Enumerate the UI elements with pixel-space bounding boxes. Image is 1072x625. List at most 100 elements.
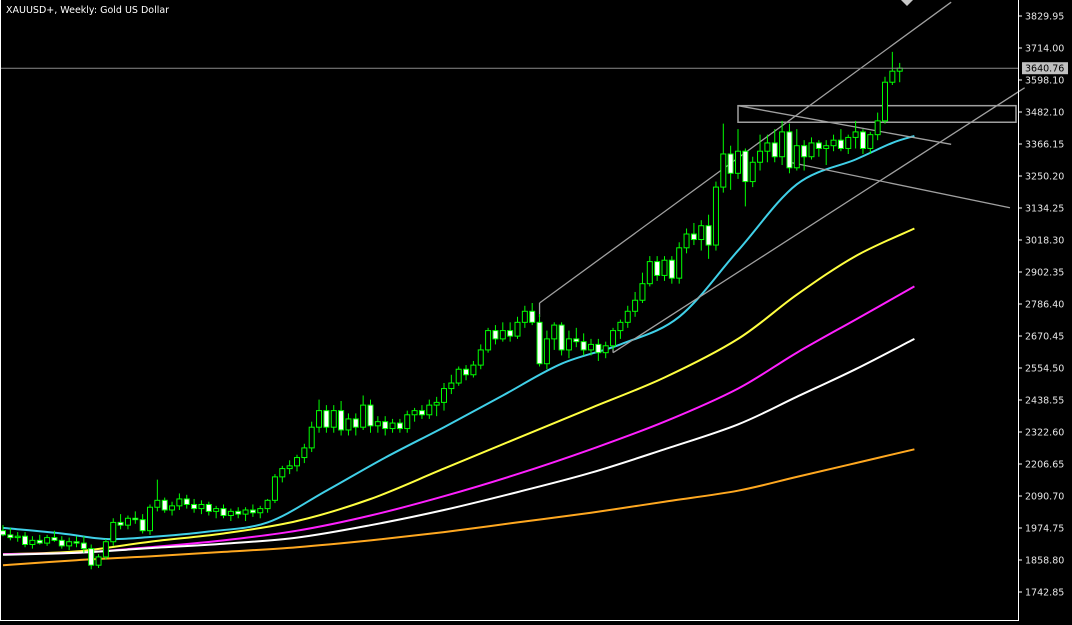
candles-layer	[0, 51, 903, 570]
price-tick-label: 2670.45	[1025, 332, 1064, 343]
candle-body-bear	[367, 404, 374, 427]
candle	[521, 305, 528, 328]
price-tick-label: 2322.60	[1025, 428, 1064, 439]
candle	[22, 532, 29, 548]
candle-body-bull	[316, 410, 323, 428]
price-axis[interactable]: 3829.95 3714.00 3598.10 3482.10 3366.15 3250.…	[1018, 12, 1064, 599]
candle	[176, 493, 183, 510]
candle-body-bull	[102, 541, 109, 558]
candle	[558, 322, 565, 356]
candle	[852, 120, 859, 149]
chart-title: XAUUSD+, Weekly: Gold US Dollar	[6, 5, 169, 16]
candle-body-bull	[110, 521, 117, 543]
candle-body-bear	[573, 338, 580, 343]
candle-body-bear	[859, 131, 866, 149]
candle-body-bull	[521, 310, 528, 323]
candle-body-bull	[286, 465, 293, 470]
candle-body-bear	[580, 341, 587, 351]
candle	[654, 256, 661, 281]
price-tick-label: 2090.70	[1025, 492, 1064, 503]
candle	[360, 395, 367, 430]
candle-body-bull	[764, 142, 771, 152]
candle-body-bull	[514, 321, 521, 337]
candle-body-bear	[382, 421, 389, 430]
candle	[455, 366, 462, 386]
candle	[551, 322, 558, 350]
candle	[7, 527, 14, 541]
candle-body-bull	[448, 382, 455, 390]
candle	[859, 129, 866, 154]
candle-body-bull	[867, 134, 874, 149]
candle	[514, 316, 521, 339]
candle	[617, 319, 624, 339]
candle	[235, 507, 242, 519]
candle-body-bull	[712, 186, 719, 246]
candle-body-bull	[470, 364, 477, 376]
candle	[51, 530, 58, 542]
candle-body-bull	[477, 349, 484, 366]
candle-body-bull	[257, 508, 264, 514]
candle	[102, 538, 109, 560]
candle	[727, 145, 734, 190]
candle-body-bull	[176, 498, 183, 507]
candle-body-bear	[595, 343, 602, 354]
candle	[29, 536, 36, 549]
candle-body-bull	[301, 447, 308, 459]
candle	[536, 314, 543, 367]
price-tick-label: 1974.75	[1025, 524, 1064, 535]
candle	[433, 396, 440, 417]
candle-body-bear	[7, 534, 14, 539]
candle-body-bear	[668, 259, 675, 279]
candle-body-bear	[139, 519, 146, 532]
price-tick-label: 2786.40	[1025, 300, 1064, 311]
candle-body-bear	[117, 521, 124, 526]
candle	[330, 405, 337, 433]
candle-body-bear	[161, 499, 168, 511]
candle	[374, 416, 381, 433]
candle-body-bull	[294, 457, 300, 467]
candle	[595, 338, 602, 361]
candle	[14, 532, 21, 542]
candle	[749, 156, 756, 188]
candle-body-bull	[793, 145, 800, 169]
candle	[624, 305, 631, 328]
candle-body-bull	[330, 410, 337, 428]
candle	[507, 322, 514, 342]
candle-body-bear	[73, 541, 80, 544]
candle	[271, 474, 278, 504]
candle-body-bear	[80, 542, 87, 550]
flag-lower-line[interactable]	[789, 161, 1011, 209]
candle-body-bull	[154, 499, 161, 508]
candle-body-bull	[29, 539, 36, 545]
candle	[257, 505, 264, 519]
candle-body-bull	[624, 310, 631, 323]
candle	[88, 544, 95, 570]
candle	[169, 501, 176, 516]
candle	[477, 344, 484, 370]
candle-body-bear	[463, 368, 470, 376]
candle-body-bull	[661, 259, 668, 276]
candle	[426, 399, 433, 419]
candle	[308, 421, 315, 453]
price-tick-label: 1858.80	[1025, 556, 1064, 567]
candle	[117, 514, 124, 530]
price-tick-label: 1742.85	[1025, 588, 1064, 599]
candle	[418, 405, 425, 419]
flag-upper-line[interactable]	[737, 105, 952, 145]
candle	[698, 220, 705, 251]
candle	[463, 365, 470, 381]
lower-channel-line[interactable]	[612, 87, 1026, 354]
candle-body-bear	[88, 548, 95, 566]
candle-body-bear	[396, 422, 403, 430]
candle-body-bull	[610, 330, 617, 347]
candle	[499, 322, 506, 342]
candle-body-bear	[742, 150, 749, 183]
candle	[183, 494, 190, 509]
chart-shift-marker-icon[interactable]	[901, 0, 913, 6]
candle-body-bull	[749, 161, 756, 183]
candle-body-bull	[845, 136, 852, 149]
candle-body-bull	[632, 299, 639, 312]
moving-average-line-4	[2, 338, 915, 556]
